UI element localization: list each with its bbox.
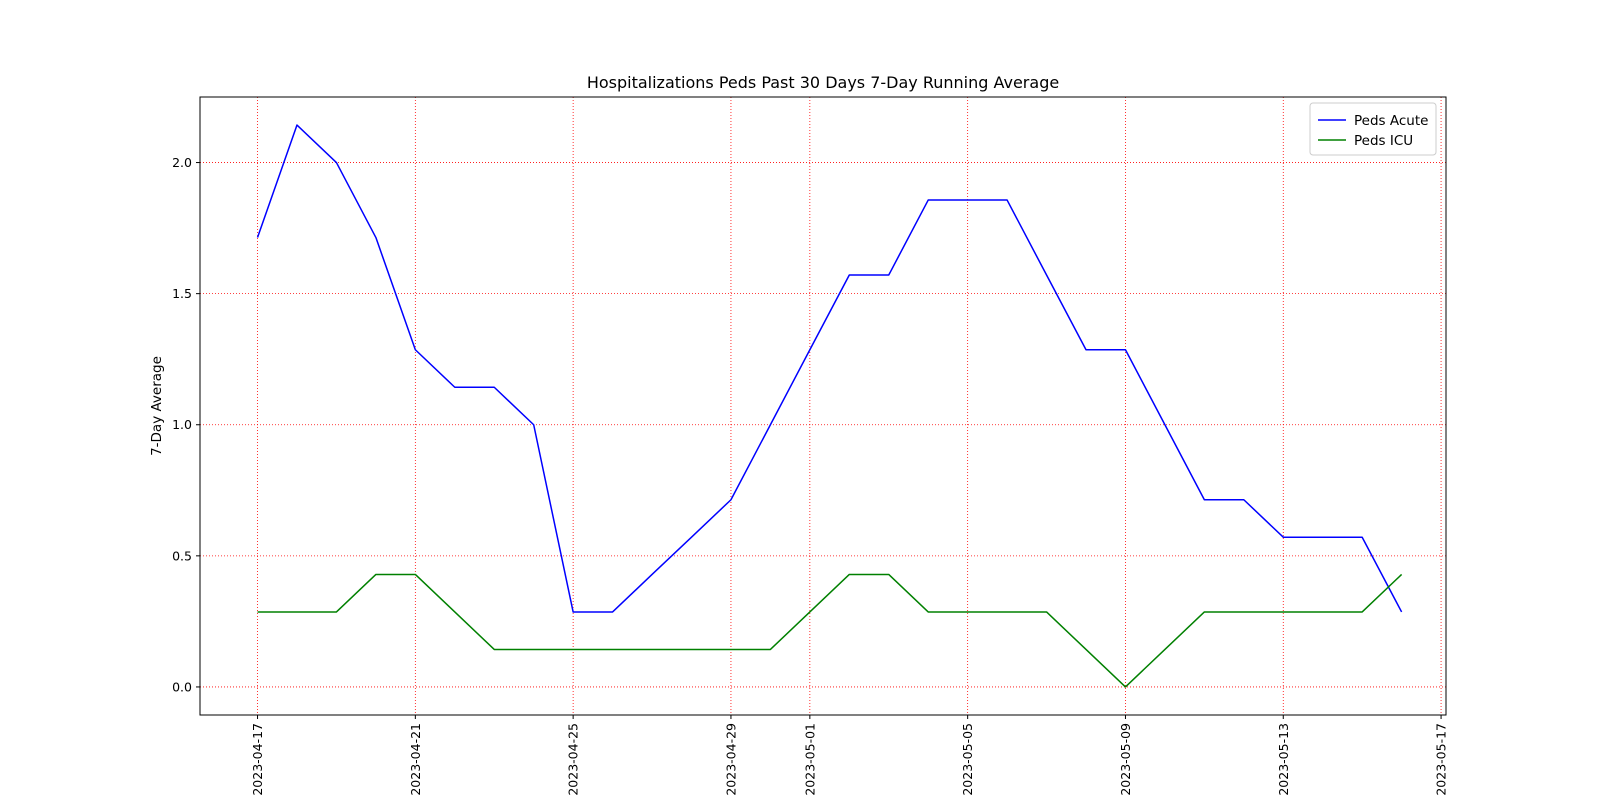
legend-label: Peds ICU [1354, 133, 1413, 149]
y-tick-label: 0.0 [172, 679, 192, 694]
legend: Peds Acute Peds ICU [1309, 102, 1437, 156]
y-axis-title: 7-Day Average [149, 356, 165, 456]
series-lines [256, 124, 1403, 688]
x-tick-label: 2023-05-05 [960, 723, 975, 796]
x-tick-label: 2023-04-21 [408, 723, 423, 796]
series-line-peds-icu [257, 573, 1403, 688]
x-tick-label: 2023-05-09 [1118, 723, 1133, 796]
y-tick-label: 2.0 [172, 155, 192, 170]
legend-box [1309, 102, 1437, 156]
x-tick-label: 2023-05-01 [802, 723, 817, 796]
y-tick-label: 1.0 [172, 417, 192, 432]
axes: 0.0 0.5 1.0 1.5 2.0 2023-04-17 2023-04-21 2023-… [172, 155, 1448, 796]
x-tick-label: 2023-04-29 [723, 723, 738, 796]
chart-title: Hospitalizations Peds Past 30 Days 7-Day… [587, 73, 1059, 92]
x-tick-label: 2023-04-25 [566, 723, 581, 796]
series-line-peds-acute [256, 124, 1403, 613]
y-tick-label: 0.5 [172, 548, 192, 563]
plot-area-frame [199, 96, 1447, 716]
x-tick-label: 2023-05-17 [1434, 723, 1449, 796]
y-tick-label: 1.5 [172, 286, 192, 301]
legend-label: Peds Acute [1354, 113, 1428, 129]
x-tick-label: 2023-05-13 [1276, 723, 1291, 796]
x-tick-label: 2023-04-17 [250, 723, 265, 796]
